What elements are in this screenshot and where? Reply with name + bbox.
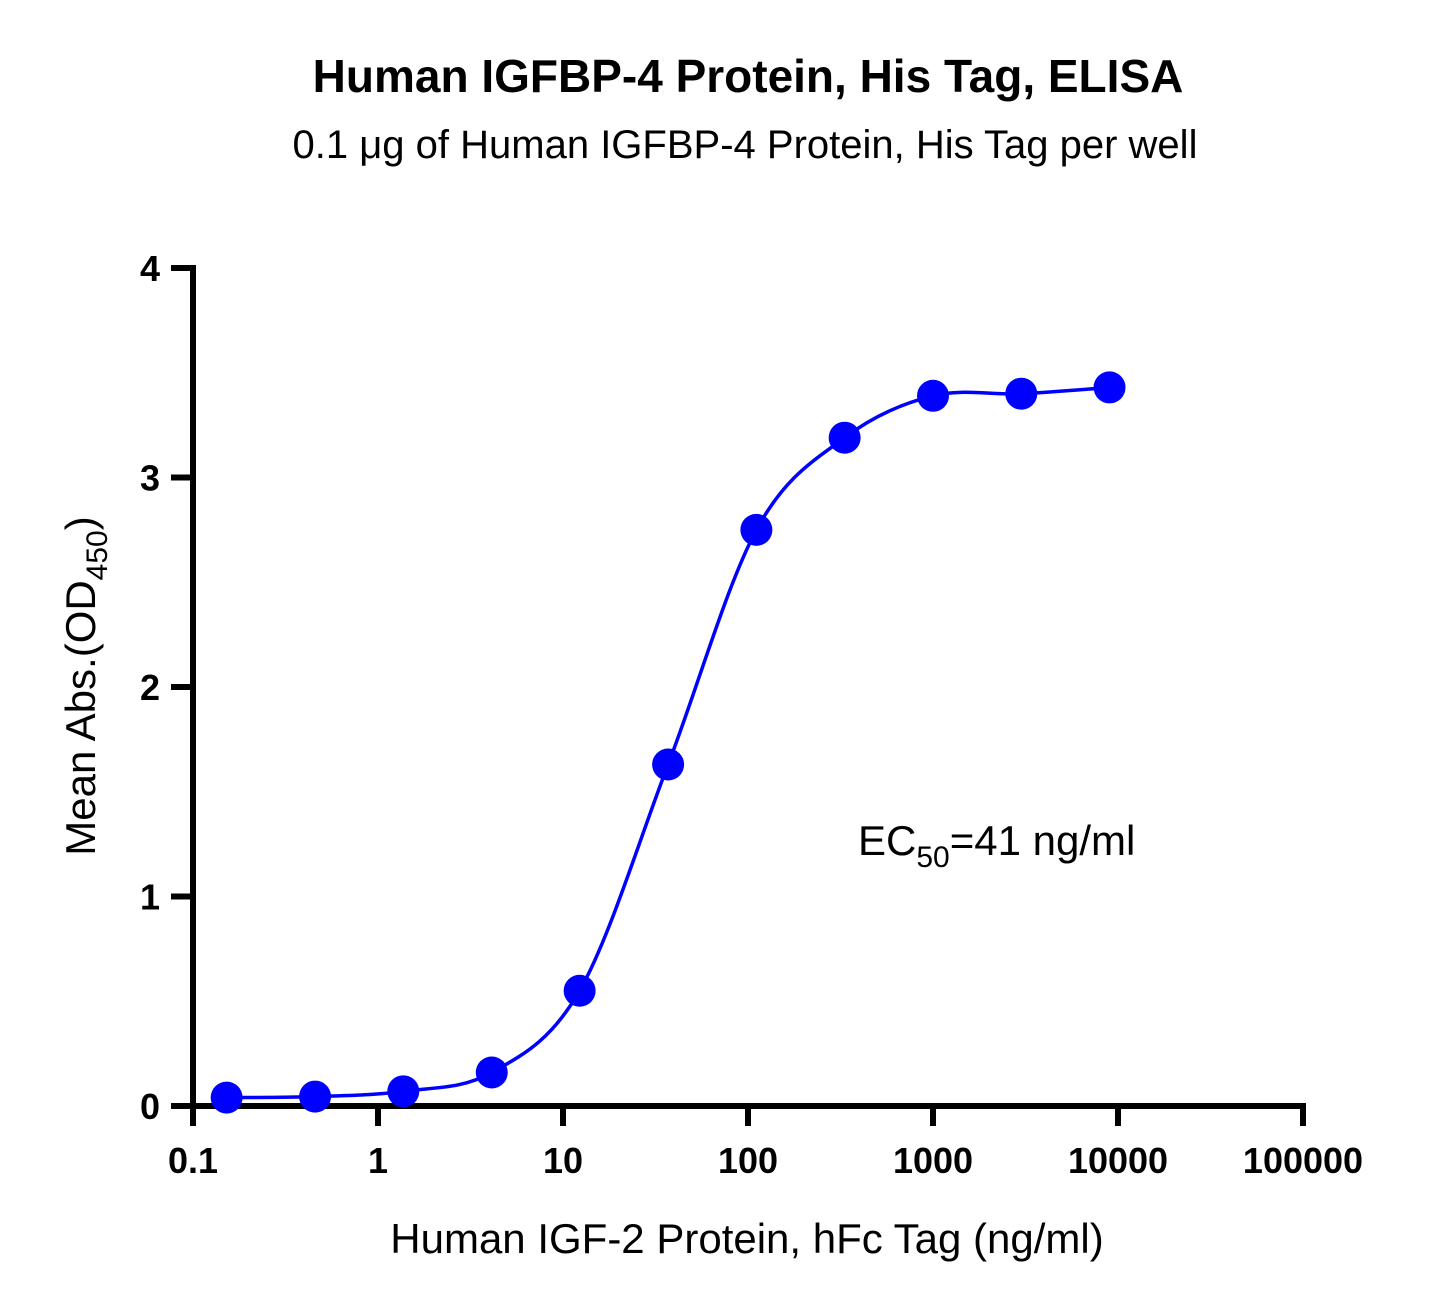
y-axis-label: Mean Abs.(OD450)	[57, 516, 114, 856]
data-point	[917, 379, 949, 412]
x-ticks: 0.1 1 10 100 1000 10000 100000	[168, 1106, 1363, 1181]
x-tick-label: 100	[718, 1140, 778, 1181]
data-point	[210, 1081, 243, 1114]
y-ticks: 0 1 2 3 4	[140, 248, 193, 1127]
y-axis-label-main: Mean Abs.(OD	[57, 580, 104, 855]
x-tick-label: 1000	[893, 1140, 973, 1181]
data-point	[740, 513, 773, 546]
x-tick-label: 0.1	[168, 1140, 218, 1181]
data-point	[387, 1075, 420, 1108]
x-tick-label: 1	[368, 1140, 388, 1181]
y-tick-label: 1	[140, 877, 160, 918]
chart-title: Human IGFBP-4 Protein, His Tag, ELISA	[313, 50, 1184, 102]
x-tick-label: 10	[543, 1140, 583, 1181]
x-tick-label: 10000	[1068, 1140, 1168, 1181]
data-points	[210, 371, 1126, 1114]
y-tick-label: 0	[140, 1086, 160, 1127]
chart-subtitle: 0.1 μg of Human IGFBP-4 Protein, His Tag…	[293, 123, 1198, 167]
data-point	[652, 748, 685, 781]
data-point	[563, 974, 596, 1007]
x-axis: 0.1 1 10 100 1000 10000 100000	[168, 1103, 1363, 1181]
data-point	[828, 421, 861, 454]
y-axis: 0 1 2 3 4	[140, 248, 196, 1127]
x-axis-label: Human IGF-2 Protein, hFc Tag (ng/ml)	[390, 1215, 1103, 1262]
y-axis-label-close: )	[57, 516, 104, 530]
y-tick-label: 2	[140, 667, 160, 708]
fit-curve	[226, 385, 1110, 1100]
y-tick-label: 3	[140, 458, 160, 499]
data-point	[1005, 377, 1038, 410]
x-tick-label: 100000	[1243, 1140, 1363, 1181]
data-point	[299, 1080, 332, 1113]
data-point	[1093, 371, 1126, 404]
data-point	[475, 1056, 508, 1089]
ec50-suffix: =41 ng/ml	[950, 817, 1136, 864]
ec50-annotation: EC50=41 ng/ml	[858, 817, 1135, 874]
ec50-prefix: EC	[858, 817, 916, 864]
y-axis-label-subscript: 450	[81, 530, 114, 580]
y-tick-label: 4	[140, 248, 160, 289]
ec50-subscript: 50	[916, 841, 949, 874]
